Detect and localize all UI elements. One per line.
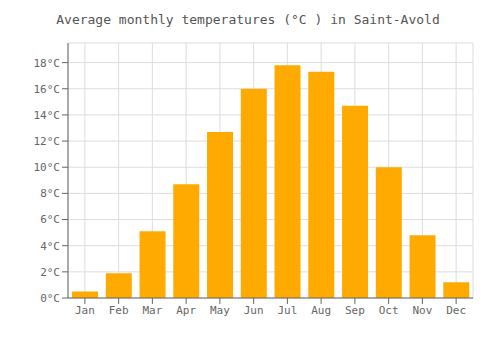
svg-text:Dec: Dec <box>446 304 466 317</box>
svg-text:Mar: Mar <box>142 304 162 317</box>
svg-text:0°C: 0°C <box>40 292 60 305</box>
svg-text:8°C: 8°C <box>40 187 60 200</box>
svg-text:Sep: Sep <box>345 304 365 317</box>
svg-text:16°C: 16°C <box>34 83 61 96</box>
svg-text:18°C: 18°C <box>34 57 61 70</box>
svg-text:14°C: 14°C <box>34 109 61 122</box>
svg-text:May: May <box>210 304 230 317</box>
html-text:Average monthly temperatures (: Average monthly temperatures (°C ) in Sa… <box>56 12 440 27</box>
svg-text:12°C: 12°C <box>34 135 61 148</box>
svg-text:Nov: Nov <box>412 304 432 317</box>
svg-text:Apr: Apr <box>176 304 196 317</box>
svg-text:Jun: Jun <box>244 304 264 317</box>
svg-text:Jul: Jul <box>277 304 297 317</box>
svg-text:4°C: 4°C <box>40 240 60 253</box>
svg-text:Feb: Feb <box>109 304 129 317</box>
svg-text:6°C: 6°C <box>40 213 60 226</box>
svg-text:Jan: Jan <box>75 304 95 317</box>
svg-text:10°C: 10°C <box>34 161 61 174</box>
svg-text:Oct: Oct <box>379 304 399 317</box>
svg-text:2°C: 2°C <box>40 266 60 279</box>
svg-text:Aug: Aug <box>311 304 331 317</box>
